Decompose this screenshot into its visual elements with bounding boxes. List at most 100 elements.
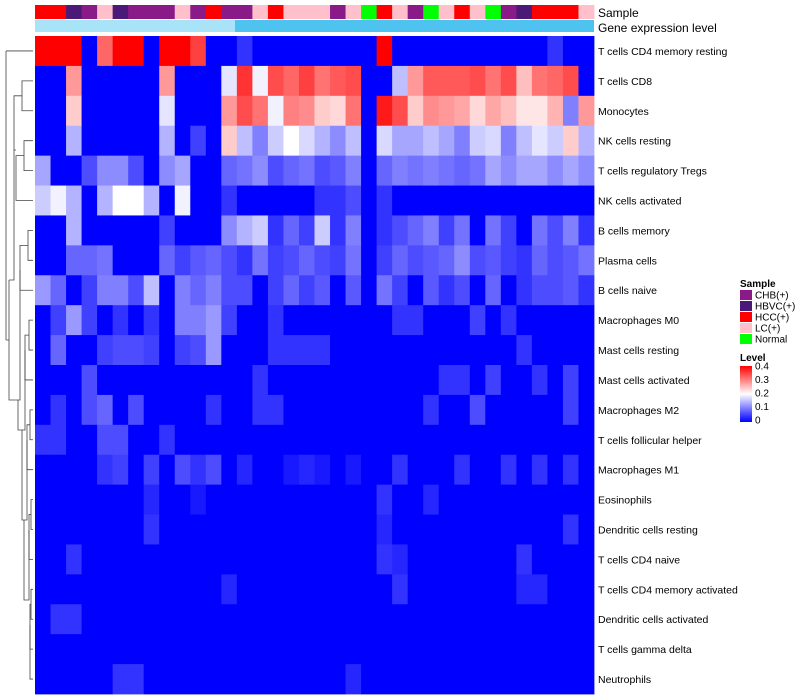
dendrogram-branch-1 [21,80,33,112]
heatmap-cell-r20-c2 [66,634,82,665]
heatmap-cell-r7-c27 [454,245,471,276]
heatmap-cell-r15-c8 [159,484,176,515]
level-tick-4: 0 [755,416,761,427]
heatmap-cell-r21-c15 [267,664,284,695]
heatmap-cell-r7-c4 [97,245,114,276]
heatmap-cell-r10-c17 [298,335,315,366]
heatmap-cell-r3-c23 [392,125,409,157]
heatmap-cell-r13-c29 [485,424,502,456]
heatmap-cell-r2-c9 [174,95,191,127]
heatmap-cell-r18-c16 [283,574,300,605]
heatmap-cell-r11-c22 [376,365,393,396]
heatmap-cell-r18-c11 [205,574,222,605]
heatmap-cell-r3-c20 [345,125,362,157]
heatmap-cell-r11-c6 [128,365,145,396]
heatmap-cell-r9-c0 [35,305,51,336]
heatmap-cell-r14-c2 [66,454,82,486]
heatmap-cell-r3-c4 [97,125,114,157]
heatmap-cell-r16-c35 [578,514,595,545]
heatmap-cell-r12-c15 [267,394,284,426]
row-label-2: Monocytes [598,106,649,118]
heatmap-cell-r21-c2 [66,664,82,695]
heatmap-cell-r3-c11 [205,125,222,157]
heatmap-cell-r7-c23 [392,245,409,276]
heatmap-cell-r1-c21 [361,65,378,97]
heatmap-cell-r4-c16 [283,155,300,186]
heatmap-cell-r12-c31 [516,394,533,426]
heatmap-cell-r17-c13 [236,544,253,575]
heatmap-cell-r19-c28 [469,604,486,635]
heatmap-cell-r0-c20 [345,36,362,67]
heatmap-cell-r9-c25 [423,305,440,336]
heatmap-cell-r0-c12 [221,36,238,67]
legend-swatch-0 [740,290,752,300]
heatmap-cell-r8-c21 [361,275,378,306]
heatmap-cell-r10-c30 [500,335,517,366]
sample-cell-0 [35,5,51,19]
heatmap-cell-r9-c13 [236,305,253,336]
heatmap-cell-r6-c23 [392,215,409,246]
heatmap-cell-r5-c33 [547,185,564,216]
heatmap-cell-r16-c12 [221,514,238,545]
heatmap-cell-r6-c9 [174,215,191,246]
heatmap-cell-r8-c2 [66,275,82,306]
heatmap-cell-r17-c14 [252,544,269,575]
heatmap-cell-r8-c10 [190,275,207,306]
heatmap-cell-r15-c34 [562,484,579,515]
heatmap-cell-r0-c29 [485,36,502,67]
heatmap-cell-r9-c21 [361,305,378,336]
heatmap-cell-r17-c16 [283,544,300,575]
heatmap-cell-r0-c13 [236,36,253,67]
heatmap-cell-r4-c23 [392,155,409,186]
row-label-8: B cells naive [598,285,657,297]
heatmap-cell-r1-c0 [35,65,51,97]
heatmap-cell-r18-c15 [267,574,284,605]
heatmap-cell-r5-c3 [81,185,98,216]
heatmap-cell-r8-c0 [35,275,51,306]
heatmap-cell-r10-c34 [562,335,579,366]
heatmap-cell-r3-c24 [407,125,424,157]
heatmap-cell-r8-c22 [376,275,393,306]
heatmap-cell-r16-c15 [267,514,284,545]
heatmap-cell-r14-c11 [205,454,222,486]
heatmap-cell-r10-c23 [392,335,409,366]
dendrogram-branch-7 [19,244,33,291]
heatmap-cell-r10-c12 [221,335,238,366]
heatmap-cell-r5-c31 [516,185,533,216]
heatmap-cell-r21-c30 [500,664,517,695]
heatmap-cell-r0-c30 [500,36,517,67]
heatmap-cell-r8-c14 [252,275,269,306]
heatmap-cell-r3-c25 [423,125,440,157]
heatmap-cell-r20-c15 [267,634,284,665]
heatmap-cell-r4-c9 [174,155,191,186]
heatmap-cell-r17-c15 [267,544,284,575]
sample-cell-28 [469,5,486,19]
heatmap-cell-r11-c7 [143,365,160,396]
heatmap-cell-r18-c19 [330,574,346,605]
dendrogram-branch-6 [27,230,33,261]
heatmap-cell-r3-c12 [221,125,238,157]
heatmap-cell-r2-c34 [562,95,579,127]
sample-cell-8 [159,5,176,19]
heatmap-cell-r11-c1 [50,365,67,396]
heatmap-cell-r10-c4 [97,335,114,366]
heatmap-cell-r15-c4 [97,484,114,515]
heatmap-cell-r7-c11 [205,245,222,276]
heatmap-cell-r10-c28 [469,335,486,366]
heatmap-cell-r21-c31 [516,664,533,695]
heatmap-cell-r1-c26 [438,65,455,97]
heatmap-cell-r19-c7 [143,604,160,635]
heatmap-cell-r13-c6 [128,424,145,456]
heatmap-cell-r15-c15 [267,484,284,515]
heatmap-cell-r4-c5 [112,155,129,186]
heatmap-cell-r13-c18 [314,424,331,456]
heatmap-cell-r2-c28 [469,95,486,127]
heatmap-cell-r18-c13 [236,574,253,605]
heatmap-cell-r14-c27 [454,454,471,486]
heatmap-cell-r6-c25 [423,215,440,246]
heatmap-cell-r13-c10 [190,424,207,456]
heatmap-cell-r12-c35 [578,394,595,426]
heatmap-cell-r2-c1 [50,95,67,127]
heatmap-cell-r9-c3 [81,305,98,336]
